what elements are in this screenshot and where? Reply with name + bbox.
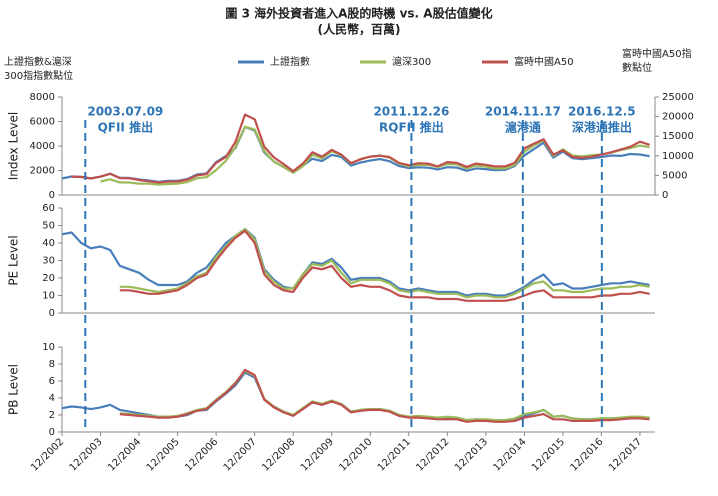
annotation-date: 2016.12.5 xyxy=(568,105,636,119)
x-tick-label: 12/2004 xyxy=(106,436,143,473)
y-axis-title: Index Level xyxy=(7,112,21,181)
y-tick-label: 2000 xyxy=(30,166,55,177)
y-tick-label: 4 xyxy=(49,393,55,404)
series-line xyxy=(119,229,650,302)
y-tick-label: 8 xyxy=(49,359,55,370)
y-axis-title: PB Level xyxy=(7,364,21,415)
left-axis-note: 上證指數&滬深 xyxy=(4,55,72,68)
chart-subtitle: (人民幣，百萬) xyxy=(318,22,401,37)
y-tick-label: 0 xyxy=(49,427,55,438)
annotation-date: 2014.11.17 xyxy=(485,105,561,119)
x-tick-label: 12/2015 xyxy=(530,436,567,473)
y-tick-label: 4000 xyxy=(30,141,55,152)
y-tick-label: 10 xyxy=(42,291,55,302)
annotation-text: 滬港通 xyxy=(505,120,541,135)
x-tick-label: 12/2012 xyxy=(414,436,451,473)
y-tick-label: 20 xyxy=(42,273,55,284)
x-tick-label: 12/2008 xyxy=(260,436,297,473)
annotation-text: RQFII 推出 xyxy=(379,120,444,135)
left-axis-note: 300指指數點位 xyxy=(4,69,73,82)
y-tick-label: 2 xyxy=(49,410,55,421)
series-line xyxy=(119,369,650,422)
x-tick-label: 12/2002 xyxy=(29,436,66,473)
series-line xyxy=(61,371,650,422)
y-tick-label: 10 xyxy=(42,342,55,353)
y2-tick-label: 10000 xyxy=(662,151,694,162)
annotation-text: QFII 推出 xyxy=(98,120,154,135)
y-tick-label: 60 xyxy=(42,203,55,214)
legend-label: 富時中國A50 xyxy=(514,55,574,68)
y-tick-label: 50 xyxy=(42,221,55,232)
annotation-text: 深港通推出 xyxy=(572,120,632,135)
y-axis-title: PE Level xyxy=(7,235,21,285)
annotation-date: 2011.12.26 xyxy=(373,105,449,119)
chart-title: 圖 3 海外投資者進入A股的時機 vs. A股估值變化 xyxy=(225,6,492,21)
legend-label: 上證指數 xyxy=(270,55,310,68)
x-tick-label: 12/2011 xyxy=(376,436,413,473)
x-tick-label: 12/2009 xyxy=(299,436,336,473)
legend-label: 滬深300 xyxy=(392,55,431,68)
x-tick-label: 12/2005 xyxy=(145,436,182,473)
y-tick-label: 0 xyxy=(49,190,55,201)
series-line xyxy=(119,368,650,423)
x-tick-label: 12/2017 xyxy=(607,436,644,473)
right-axis-note: 數點位 xyxy=(622,61,652,74)
y2-tick-label: 20000 xyxy=(662,112,694,123)
x-tick-label: 12/2016 xyxy=(569,436,606,473)
y-tick-label: 8000 xyxy=(30,92,55,103)
y-tick-label: 40 xyxy=(42,238,55,249)
series-line xyxy=(71,113,650,184)
y2-tick-label: 25000 xyxy=(662,92,694,103)
y2-tick-label: 15000 xyxy=(662,131,694,142)
series-line xyxy=(61,125,650,183)
series-line xyxy=(119,227,650,299)
y2-tick-label: 5000 xyxy=(662,170,687,181)
x-tick-label: 12/2006 xyxy=(183,436,220,473)
x-tick-label: 12/2013 xyxy=(453,436,490,473)
y2-tick-label: 0 xyxy=(662,190,668,201)
y-tick-label: 6000 xyxy=(30,117,55,128)
series-line xyxy=(61,227,650,297)
y-tick-label: 0 xyxy=(49,308,55,319)
y-tick-label: 30 xyxy=(42,256,55,267)
x-tick-label: 12/2007 xyxy=(222,436,259,473)
right-axis-note: 富時中國A50指 xyxy=(622,47,692,60)
x-tick-label: 12/2014 xyxy=(491,436,528,473)
annotation-date: 2003.07.09 xyxy=(87,105,163,119)
x-tick-label: 12/2010 xyxy=(337,436,374,473)
x-tick-label: 12/2003 xyxy=(68,436,105,473)
y-tick-label: 6 xyxy=(49,376,55,387)
